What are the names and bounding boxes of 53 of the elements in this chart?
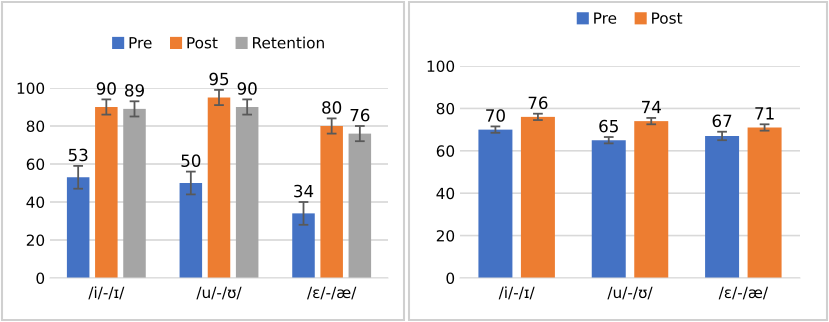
y-tick-label: 60: [436, 145, 454, 157]
data-label: 67: [712, 114, 732, 128]
data-label: 70: [486, 109, 505, 122]
data-label: 65: [599, 120, 618, 132]
data-label: 89: [125, 84, 144, 97]
bar: [95, 107, 118, 278]
legend-label: Post: [652, 12, 682, 24]
bar: [292, 213, 315, 278]
data-label: 74: [642, 100, 661, 114]
x-tick-label: /u/-/ʊ/: [196, 286, 242, 300]
bar: [348, 134, 372, 278]
bar: [208, 98, 230, 278]
legend-label: Retention: [253, 36, 324, 48]
bar: [634, 121, 668, 278]
data-label: 95: [209, 72, 228, 86]
data-label: 76: [350, 108, 370, 122]
legend-label: Post: [187, 37, 218, 48]
bar: [236, 107, 258, 278]
data-label: 90: [238, 82, 257, 95]
data-label: 90: [96, 82, 116, 95]
y-tick-label: 60: [26, 158, 44, 170]
x-tick-label: /u/-/ʊ/: [607, 286, 653, 300]
data-label: 34: [294, 184, 314, 198]
y-tick-label: 40: [26, 196, 44, 208]
y-tick-label: 80: [26, 120, 44, 132]
x-tick-label: /ɛ/-/æ/: [306, 286, 356, 300]
bar: [320, 126, 343, 278]
y-tick-label: 20: [436, 230, 454, 242]
y-tick-label: 80: [436, 102, 454, 114]
data-label: 71: [755, 107, 774, 120]
y-tick-label: 0: [446, 272, 454, 284]
bar: [592, 140, 626, 278]
bar: [705, 136, 740, 278]
y-tick-label: 40: [436, 188, 454, 200]
y-tick-label: 20: [26, 234, 44, 246]
bar: [748, 127, 782, 278]
data-label: 76: [528, 96, 548, 110]
bar: [123, 108, 146, 278]
y-tick-label: 0: [36, 272, 44, 284]
data-label: 80: [322, 101, 342, 114]
x-tick-label: /i/-/ɪ/: [88, 286, 124, 300]
y-tick-label: 100: [18, 82, 44, 94]
bar: [520, 116, 555, 278]
bar: [66, 177, 90, 278]
data-label: 50: [182, 154, 200, 167]
data-label: 53: [68, 148, 88, 162]
legend-label: Pre: [130, 37, 152, 48]
y-tick-label: 100: [428, 60, 454, 72]
x-tick-label: /ɛ/-/æ/: [718, 286, 768, 300]
x-tick-label: /i/-/ɪ/: [498, 286, 535, 300]
bar: [478, 130, 512, 278]
bar: [180, 183, 202, 278]
legend-label: Pre: [594, 12, 616, 24]
